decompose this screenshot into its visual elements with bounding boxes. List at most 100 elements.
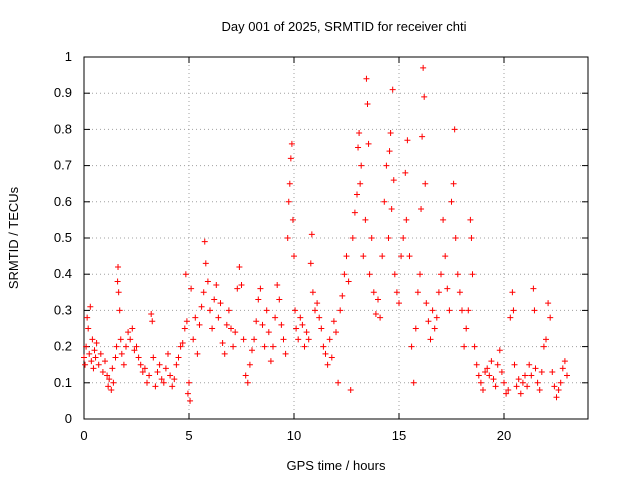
data-point <box>452 235 459 241</box>
data-point <box>425 318 432 325</box>
data-point <box>488 358 495 365</box>
data-point <box>288 140 295 147</box>
data-point <box>314 300 321 307</box>
data-point <box>408 343 415 350</box>
data-point <box>108 387 115 394</box>
data-point <box>175 354 182 361</box>
data-point <box>386 148 393 155</box>
data-point <box>116 307 123 314</box>
data-point <box>295 336 302 343</box>
data-point <box>496 347 503 354</box>
data-point <box>297 314 304 321</box>
data-point <box>510 307 517 314</box>
y-tick-label: 1 <box>65 49 72 64</box>
data-point <box>337 307 344 314</box>
y-tick-label: 0.6 <box>54 194 72 209</box>
data-point <box>217 300 224 307</box>
data-point <box>114 278 121 285</box>
data-point <box>158 376 165 383</box>
data-point <box>251 336 258 343</box>
data-point <box>484 365 491 372</box>
data-point <box>131 347 138 354</box>
data-point <box>120 361 127 368</box>
data-point <box>389 86 396 93</box>
data-point <box>301 343 308 350</box>
data-point <box>404 137 411 144</box>
data-point <box>390 177 397 184</box>
y-tick-label: 0.2 <box>54 339 72 354</box>
data-point <box>202 260 209 267</box>
data-point <box>117 336 124 343</box>
data-point <box>99 368 106 375</box>
data-point <box>165 350 171 357</box>
x-tick-label: 10 <box>287 428 301 443</box>
data-point <box>84 314 91 321</box>
data-point <box>169 383 176 390</box>
data-point <box>515 376 522 383</box>
data-point <box>375 296 381 303</box>
data-point <box>524 383 531 390</box>
data-point <box>494 361 501 368</box>
data-point <box>412 325 419 332</box>
data-point <box>309 289 316 296</box>
data-point <box>450 180 457 187</box>
data-point <box>85 325 92 332</box>
data-point <box>387 130 394 137</box>
data-point <box>324 361 331 368</box>
data-point <box>236 263 243 270</box>
x-tick-label: 20 <box>497 428 511 443</box>
data-point <box>471 343 478 350</box>
data-point <box>355 144 362 151</box>
data-point <box>419 133 426 140</box>
data-point <box>322 350 329 357</box>
x-axis-label: GPS time / hours <box>287 458 386 473</box>
data-point <box>461 343 468 350</box>
data-point <box>403 216 410 223</box>
data-point <box>246 361 253 368</box>
data-point <box>513 383 520 390</box>
data-point <box>433 314 440 321</box>
data-point <box>370 289 377 296</box>
data-point <box>289 216 296 223</box>
data-point <box>532 365 539 372</box>
data-point <box>364 101 371 108</box>
data-point <box>538 368 545 375</box>
data-point <box>282 350 289 357</box>
data-point <box>133 343 140 350</box>
data-point <box>528 372 535 379</box>
data-point <box>360 253 367 260</box>
data-point <box>372 311 379 318</box>
data-point <box>118 350 125 357</box>
data-point <box>440 216 447 223</box>
data-point <box>465 307 472 314</box>
data-point <box>377 314 384 321</box>
data-point <box>564 372 570 379</box>
data-point <box>167 372 174 379</box>
data-point <box>536 387 543 394</box>
data-point <box>106 376 113 383</box>
data-point <box>519 379 526 386</box>
data-point <box>280 336 287 343</box>
data-point <box>381 198 388 205</box>
data-point <box>93 339 100 346</box>
data-point <box>259 321 266 328</box>
data-point <box>148 311 155 318</box>
data-point <box>207 307 213 314</box>
data-point <box>422 180 429 187</box>
data-point <box>431 325 438 332</box>
data-points <box>81 64 570 404</box>
data-point <box>368 235 375 241</box>
data-point <box>154 368 161 375</box>
data-point <box>225 307 232 314</box>
y-tick-label: 0.7 <box>54 158 72 173</box>
data-point <box>152 383 159 390</box>
data-point <box>467 216 474 223</box>
data-point <box>95 361 102 368</box>
data-point <box>162 365 169 372</box>
data-point <box>194 350 201 357</box>
data-point <box>522 372 528 379</box>
data-point <box>186 379 192 386</box>
data-point <box>137 361 144 368</box>
data-point <box>358 162 365 169</box>
data-point <box>446 307 453 314</box>
